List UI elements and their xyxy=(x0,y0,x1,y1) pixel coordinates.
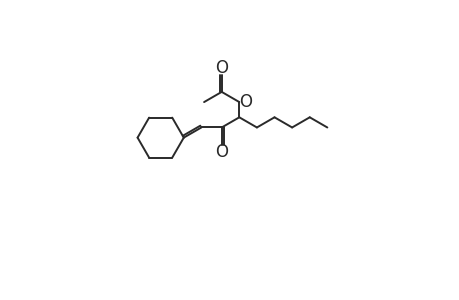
Text: O: O xyxy=(238,93,251,111)
Text: O: O xyxy=(215,59,228,77)
Text: O: O xyxy=(215,143,228,161)
